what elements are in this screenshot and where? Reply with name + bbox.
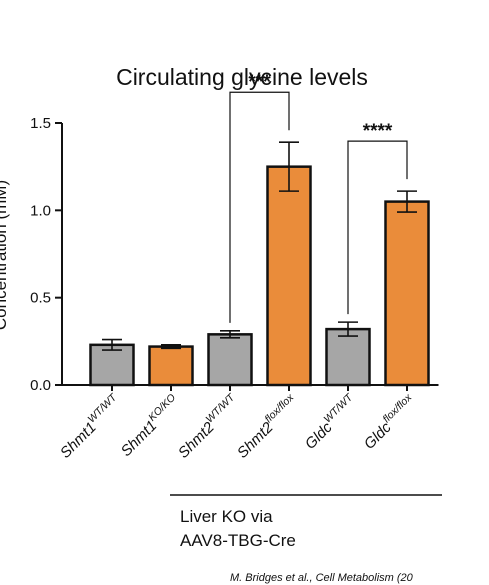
genotype-superscript: flox/flox bbox=[263, 391, 297, 425]
chart-title: Circulating glycine levels bbox=[116, 64, 368, 90]
x-tick-labels: Shmt1WT/WTShmt1KO/KOShmt2WT/WTShmt2flox/… bbox=[55, 391, 421, 462]
y-axis-label: Concentration (mM) bbox=[0, 180, 10, 330]
x-tick-label: Shmt2WT/WT bbox=[173, 391, 244, 462]
bar bbox=[207, 333, 253, 387]
significance-stars: **** bbox=[363, 121, 393, 142]
genotype-superscript: WT/WT bbox=[322, 391, 357, 426]
x-tick-label: GldcWT/WT bbox=[300, 391, 362, 453]
error-bar bbox=[338, 321, 358, 337]
x-tick-label: Gldcflox/flox bbox=[359, 391, 421, 453]
y-tick-label: 0.0 bbox=[30, 377, 51, 394]
significance-bracket: **** bbox=[347, 121, 408, 315]
error-bar bbox=[220, 330, 240, 339]
bar bbox=[148, 345, 194, 387]
bars bbox=[89, 165, 430, 387]
error-bars bbox=[102, 141, 417, 351]
error-bar bbox=[397, 190, 417, 213]
bar bbox=[89, 343, 135, 387]
group-annotation: Liver KO via AAV8-TBG-Cre bbox=[170, 494, 442, 550]
group-label-line2: AAV8-TBG-Cre bbox=[180, 531, 296, 550]
genotype-superscript: WT/WT bbox=[204, 391, 239, 426]
bracket-line bbox=[229, 91, 290, 323]
error-bar bbox=[279, 141, 299, 192]
bar bbox=[384, 200, 430, 387]
significance-stars: *** bbox=[248, 72, 271, 93]
genotype-superscript: KO/KO bbox=[146, 392, 178, 424]
x-tick-label: Shmt2flox/flox bbox=[232, 391, 303, 462]
genotype-superscript: WT/WT bbox=[86, 391, 121, 426]
error-bar bbox=[161, 344, 181, 350]
figure-credit: M. Bridges et al., Cell Metabolism (20 bbox=[230, 572, 414, 584]
error-bar bbox=[102, 338, 122, 351]
genotype-superscript: flox/flox bbox=[381, 391, 415, 425]
group-label-line1: Liver KO via bbox=[180, 507, 273, 526]
bar bbox=[266, 165, 312, 387]
x-tick-label: Shmt1KO/KO bbox=[116, 392, 184, 460]
y-tick-label: 0.5 bbox=[30, 290, 51, 307]
y-tick-label: 1.5 bbox=[30, 115, 51, 132]
bar bbox=[325, 327, 371, 387]
significance-bracket: *** bbox=[229, 72, 290, 323]
significance-brackets: ******* bbox=[229, 72, 408, 323]
bracket-line bbox=[347, 140, 408, 315]
y-tick-label: 1.0 bbox=[30, 202, 51, 219]
x-tick-label: Shmt1WT/WT bbox=[55, 391, 126, 462]
